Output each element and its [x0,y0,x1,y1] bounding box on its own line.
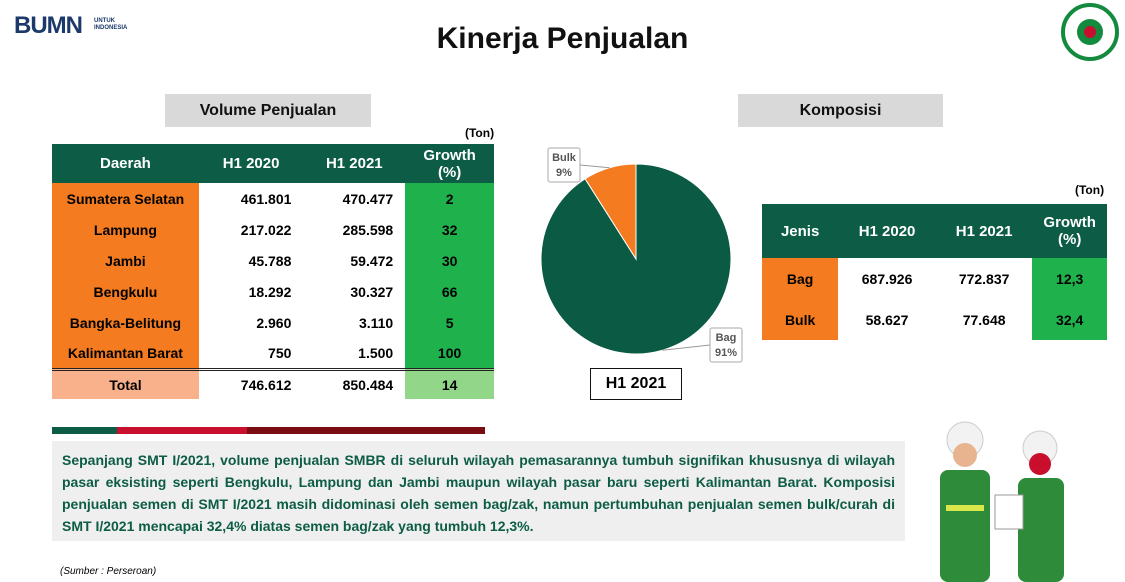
table-cell: 687.926 [838,258,936,299]
table-cell: 12,3 [1032,258,1107,299]
company-logo [1061,3,1119,61]
table-cell: Bangka-Belitung [52,307,199,338]
table-cell: 470.477 [303,183,406,214]
slide-title: Kinerja Penjualan [436,22,689,55]
table-cell: 746.612 [198,369,304,399]
table-cell: 217.022 [198,214,304,245]
section-header: Komposisi [738,94,943,127]
column-header: Daerah [52,144,199,183]
leader-line [662,344,711,351]
vest-stripe [946,505,984,511]
table-cell: 850.484 [303,369,406,399]
table-row: Bulk 58.627 77.648 32,4 [762,299,1107,340]
table-cell: 750 [198,338,304,369]
table-row: Bag 687.926 772.837 12,3 [762,258,1107,299]
decor-bar [52,427,485,434]
section-header: Volume Penjualan [165,94,371,127]
label-box [709,327,743,363]
label-box [547,147,581,183]
table-cell: 3.110 [303,307,406,338]
table-cell: Bag [762,258,839,299]
table-cell: Bengkulu [52,276,199,307]
table-cell: 30 [405,245,494,276]
table-cell: 30.327 [303,276,406,307]
logo-dot [1084,26,1096,38]
summary-box: Sepanjang SMT I/2021, volume penjualan S… [52,441,905,541]
slice-value-label: 91% [715,347,737,359]
table-cell: 772.837 [935,258,1033,299]
unit-label: (Ton) [465,126,495,140]
slice-label: Bulk [552,152,577,164]
table-cell: Jambi [52,245,199,276]
table-row: Kalimantan Barat 750 1.500 100 [52,338,494,369]
logo-sub: UNTUK INDONESIA [94,18,127,32]
table-cell: Bulk [762,299,839,340]
table-cell: 18.292 [198,276,304,307]
header-row: Daerah H1 2020 H1 2021 Growth (%) [52,144,494,183]
table-row: Jambi 45.788 59.472 30 [52,245,494,276]
table-row: Bengkulu 18.292 30.327 66 [52,276,494,307]
illustration [940,421,1064,582]
table-cell: 461.801 [198,183,304,214]
hijab [1029,453,1051,475]
table-cell: 285.598 [303,214,406,245]
unit-label: (Ton) [1075,183,1105,197]
table-cell: Total [52,369,199,399]
summary-text: Sepanjang SMT I/2021, volume penjualan S… [62,452,895,534]
composition-table: Jenis H1 2020 H1 2021 Growth (%) Bag 687.926 7… [762,204,1107,340]
table-cell: Sumatera Selatan [52,183,199,214]
table-cell: 100 [405,338,494,369]
table-row: Bangka-Belitung 2.960 3.110 5 [52,307,494,338]
table-cell: 32,4 [1032,299,1107,340]
face [953,443,977,467]
table-cell: 77.648 [935,299,1033,340]
header-row: Jenis H1 2020 H1 2021 Growth (%) [762,204,1107,258]
logo: BUMN UNTUK INDONESIA [14,12,127,40]
logo-sub-line: UNTUK [94,18,115,24]
column-header: H1 2021 [303,144,406,183]
total-row: Total 746.612 850.484 14 [52,369,494,399]
column-header: H1 2021 [935,204,1033,258]
column-header: Growth (%) [1032,204,1107,258]
table-cell: 58.627 [838,299,936,340]
pie-chart: Bag 91% Bulk 9% [540,147,743,363]
logo-sub-line: INDONESIA [94,25,128,31]
column-header: Growth (%) [405,144,494,183]
table-cell: 66 [405,276,494,307]
slice-label: Bag [716,332,737,344]
pie-caption: H1 2021 [590,368,682,400]
clipboard [994,494,1024,530]
table-row: Lampung 217.022 285.598 32 [52,214,494,245]
source-note: (Sumber : Perseroan) [60,566,157,577]
table-cell: Kalimantan Barat [52,338,199,369]
table-cell: 59.472 [303,245,406,276]
pie-slice [584,163,637,261]
column-header: H1 2020 [838,204,936,258]
leader-line [579,164,610,169]
table-row: Sumatera Selatan 461.801 470.477 2 [52,183,494,214]
logo-text: BUMN [14,12,83,39]
table-cell: 14 [405,369,494,399]
worker-body [1018,478,1064,582]
table-cell: 45.788 [198,245,304,276]
table-cell: 1.500 [303,338,406,369]
volume-table: Daerah H1 2020 H1 2021 Growth (%) Sumatera S… [52,144,494,399]
slice-value-label: 9% [556,167,572,179]
worker-body [940,470,990,582]
table-cell: 32 [405,214,494,245]
table-cell: 2 [405,183,494,214]
table-cell: 5 [405,307,494,338]
table-cell: 2.960 [198,307,304,338]
column-header: Jenis [762,204,839,258]
column-header: H1 2020 [198,144,304,183]
table-cell: Lampung [52,214,199,245]
